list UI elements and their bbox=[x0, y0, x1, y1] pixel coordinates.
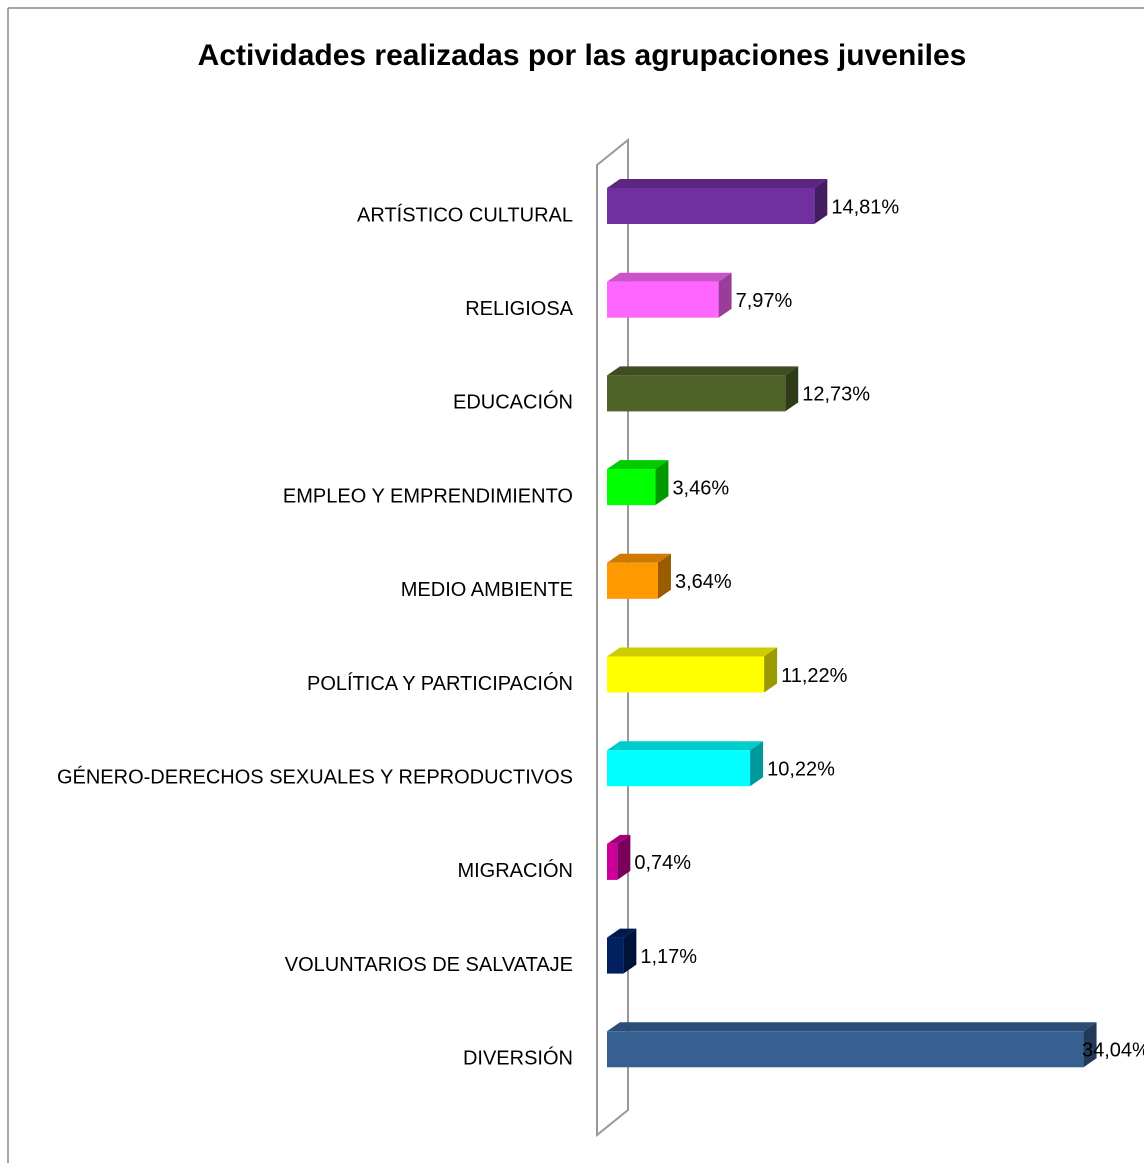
chart-title: Actividades realizadas por las agrupacio… bbox=[198, 39, 967, 72]
bar bbox=[607, 375, 786, 412]
bar-side bbox=[657, 553, 671, 599]
y-tick-label: DIVERSIÓN bbox=[463, 1047, 573, 1070]
bar-side bbox=[655, 460, 669, 506]
bar bbox=[607, 469, 656, 506]
value-label: 10,22% bbox=[767, 758, 835, 780]
bar bbox=[607, 750, 751, 787]
bar-top bbox=[607, 272, 732, 282]
y-tick-label: MEDIO AMBIENTE bbox=[401, 579, 573, 601]
bar bbox=[607, 188, 815, 224]
value-label: 3,64% bbox=[675, 571, 732, 593]
y-tick-label: MIGRACIÓN bbox=[457, 859, 573, 882]
bar-top bbox=[607, 366, 799, 376]
y-tick-label: VOLUNTARIOS DE SALVATAJE bbox=[285, 954, 573, 976]
value-label: 14,81% bbox=[831, 196, 899, 218]
axis-wall bbox=[596, 137, 629, 1138]
bar-side bbox=[1083, 1022, 1097, 1068]
bar-side bbox=[764, 647, 778, 693]
bar-top bbox=[607, 928, 637, 938]
bar-side bbox=[617, 834, 631, 880]
bar-top bbox=[607, 834, 631, 844]
y-tick-label: RELIGIOSA bbox=[465, 298, 573, 320]
bar-side bbox=[814, 179, 828, 224]
bar-top bbox=[607, 460, 669, 470]
bar bbox=[607, 562, 658, 599]
bar-top bbox=[607, 553, 671, 563]
bar-top bbox=[607, 1022, 1097, 1032]
bar bbox=[607, 1031, 1084, 1068]
value-label: 1,17% bbox=[640, 946, 697, 968]
bar-top bbox=[607, 741, 764, 751]
value-label: 3,46% bbox=[672, 477, 729, 499]
bar-top bbox=[607, 179, 828, 188]
bar bbox=[607, 843, 618, 880]
y-tick-label: ARTÍSTICO CULTURAL bbox=[357, 203, 573, 226]
bar-side bbox=[750, 741, 764, 787]
value-label: 34,04% bbox=[1082, 1040, 1144, 1062]
value-label: 7,97% bbox=[736, 290, 793, 312]
bar-side bbox=[718, 272, 732, 318]
bar bbox=[607, 656, 765, 693]
bar bbox=[607, 281, 719, 318]
bar-side bbox=[785, 366, 799, 412]
y-tick-label: EMPLEO Y EMPRENDIMIENTO bbox=[283, 485, 573, 507]
y-tick-label: EDUCACIÓN bbox=[453, 391, 573, 414]
y-tick-label: GÉNERO-DERECHOS SEXUALES Y REPRODUCTIVOS bbox=[57, 765, 573, 788]
bar-side bbox=[623, 928, 637, 974]
value-label: 0,74% bbox=[634, 852, 691, 874]
y-tick-label: POLÍTICA Y PARTICIPACIÓN bbox=[307, 672, 573, 695]
bar-top bbox=[607, 647, 778, 657]
value-label: 11,22% bbox=[781, 665, 848, 687]
bar bbox=[607, 937, 624, 974]
value-label: 12,73% bbox=[802, 384, 870, 406]
